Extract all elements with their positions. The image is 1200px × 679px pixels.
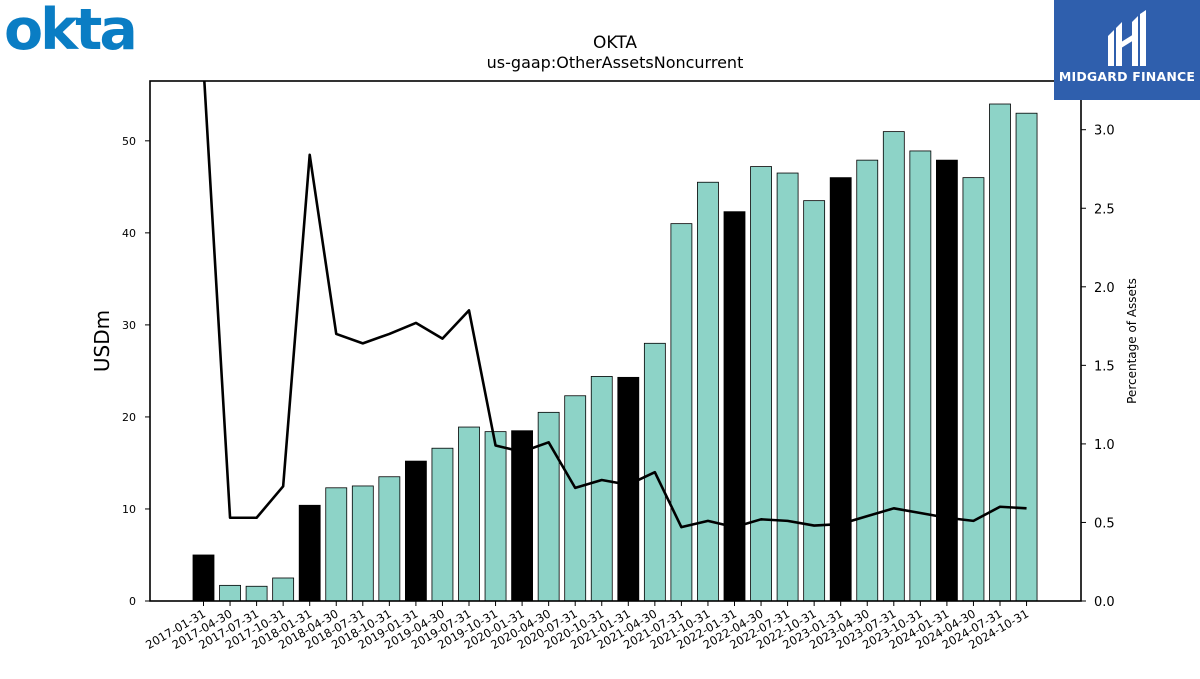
bar: [325, 487, 348, 602]
bar: [670, 223, 693, 602]
midgard-finance-text: MIDGARD FINANCE: [1058, 69, 1196, 84]
bar: [1015, 112, 1038, 602]
plot-frame: [149, 80, 1082, 602]
bar: [484, 431, 507, 602]
bar: [856, 159, 879, 602]
y2-tick-label: 0.0: [1094, 595, 1115, 610]
chart-subtitle: us-gaap:OtherAssetsNoncurrent: [487, 53, 744, 72]
y2-axis-label: Percentage of Assets: [1125, 278, 1139, 404]
okta-logo-text: okta: [4, 2, 135, 54]
chart-title: OKTA: [593, 33, 637, 53]
bar: [723, 211, 746, 602]
bar: [776, 172, 799, 602]
y-tick-label: 50: [122, 135, 136, 148]
y2-tick-label: 1.0: [1094, 438, 1115, 453]
bar: [511, 430, 534, 602]
bar: [590, 376, 613, 602]
bar: [219, 584, 241, 602]
y-tick-label: 10: [122, 503, 136, 516]
okta-logo: okta: [4, 0, 146, 63]
bar: [750, 166, 772, 602]
y-tick-label: 20: [122, 411, 136, 424]
bar: [378, 476, 401, 602]
bar: [431, 447, 454, 602]
bar: [882, 131, 905, 602]
bar: [192, 554, 215, 602]
bar: [351, 485, 374, 602]
y2-tick-label: 2.5: [1094, 202, 1115, 217]
bar: [697, 181, 719, 602]
bar: [829, 177, 852, 602]
y-tick-label: 30: [122, 319, 136, 332]
bar: [936, 159, 958, 602]
bar: [989, 103, 1011, 602]
bar: [962, 177, 985, 602]
bar: [458, 426, 480, 602]
y2-tick-label: 0.5: [1094, 516, 1115, 531]
bar: [272, 577, 295, 602]
midgard-mark-icon: [1108, 10, 1146, 66]
bar: [564, 395, 587, 602]
bar: [617, 376, 640, 602]
y-tick-label: 40: [122, 227, 136, 240]
bar: [803, 200, 826, 602]
bar: [537, 411, 560, 602]
y-axis-label: USDm: [90, 310, 114, 372]
y2-tick-label: 3.0: [1094, 124, 1115, 139]
y2-tick-label: 1.5: [1094, 359, 1115, 374]
percentage-line: [203, 81, 1027, 529]
bar: [245, 585, 268, 602]
midgard-finance-logo: MIDGARD FINANCE: [1054, 0, 1200, 100]
y2-tick-label: 2.0: [1094, 281, 1115, 296]
bar: [404, 460, 427, 602]
bar: [298, 504, 321, 602]
y-tick-label: 0: [129, 595, 136, 608]
bar: [909, 150, 932, 602]
plot-layer: [192, 81, 1038, 602]
